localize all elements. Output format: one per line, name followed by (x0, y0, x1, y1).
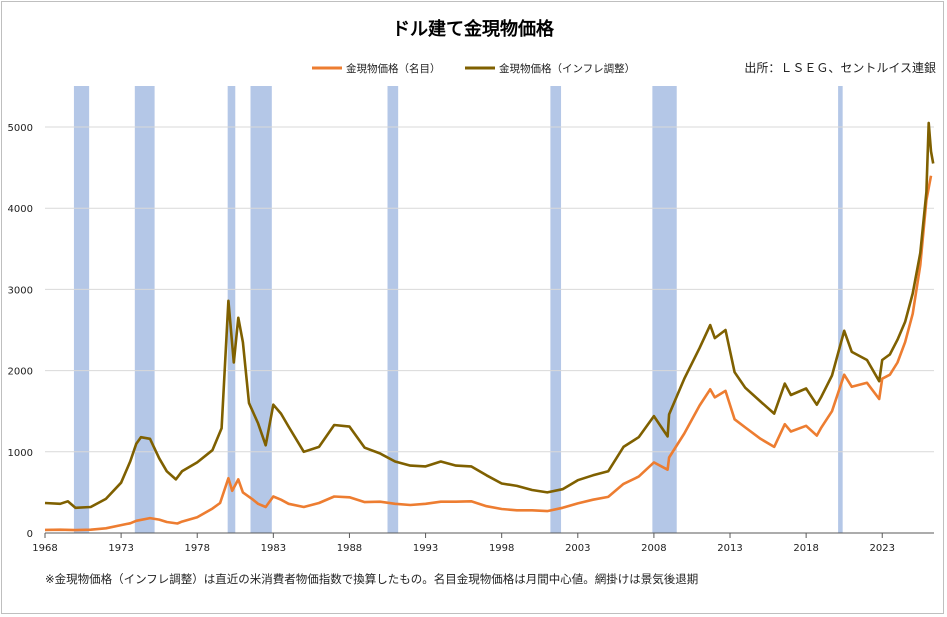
axes: 0 1000 2000 3000 4000 5000 1968 1973 1978 1983 198… (8, 123, 934, 554)
x-tick-label: 1978 (184, 543, 209, 554)
y-tick-label: 2000 (8, 367, 33, 378)
x-tick-label: 2008 (641, 543, 666, 554)
recession-band (134, 86, 155, 533)
recession-band (250, 86, 272, 533)
recession-band (73, 86, 90, 533)
series-line-nominal (44, 175, 933, 532)
x-tick-label: 1988 (337, 543, 362, 554)
x-tick-label: 2003 (565, 543, 590, 554)
recession-band (838, 86, 843, 533)
chart-title: ドル建て金現物価格 (392, 18, 555, 40)
x-tick-label: 1993 (413, 543, 438, 554)
series-line-inflation-adjusted (44, 121, 935, 510)
legend: 金現物価格（名目） 金現物価格（インフレ調整） (312, 62, 635, 75)
recession-band (387, 86, 399, 533)
x-tick-label: 1998 (489, 543, 514, 554)
y-tick-label: 0 (27, 529, 33, 540)
recession-band (227, 86, 236, 533)
x-tick-label: 1983 (261, 543, 286, 554)
recession-band (652, 86, 677, 533)
gridlines (45, 126, 934, 453)
y-tick-label: 1000 (8, 448, 33, 459)
y-tick-label: 5000 (8, 123, 33, 134)
x-tick-label: 2013 (717, 543, 742, 554)
legend-nominal-label: 金現物価格（名目） (346, 62, 441, 75)
footnote: ※金現物価格（インフレ調整）は直近の米消費者物価指数で換算したもの。名目金現物価… (45, 572, 698, 586)
x-tick-label: 2023 (870, 543, 895, 554)
recession-band (550, 86, 562, 533)
series-lines (44, 121, 935, 532)
legend-inflation-adjusted-label: 金現物価格（インフレ調整） (499, 62, 635, 75)
x-tick-label: 2018 (793, 543, 818, 554)
y-tick-label: 3000 (8, 285, 33, 296)
x-tick-label: 1968 (32, 543, 57, 554)
x-tick-label: 1973 (108, 543, 133, 554)
source-note: 出所：ＬＳＥＧ、セントルイス連銀 (744, 61, 936, 75)
y-tick-label: 4000 (8, 204, 33, 215)
